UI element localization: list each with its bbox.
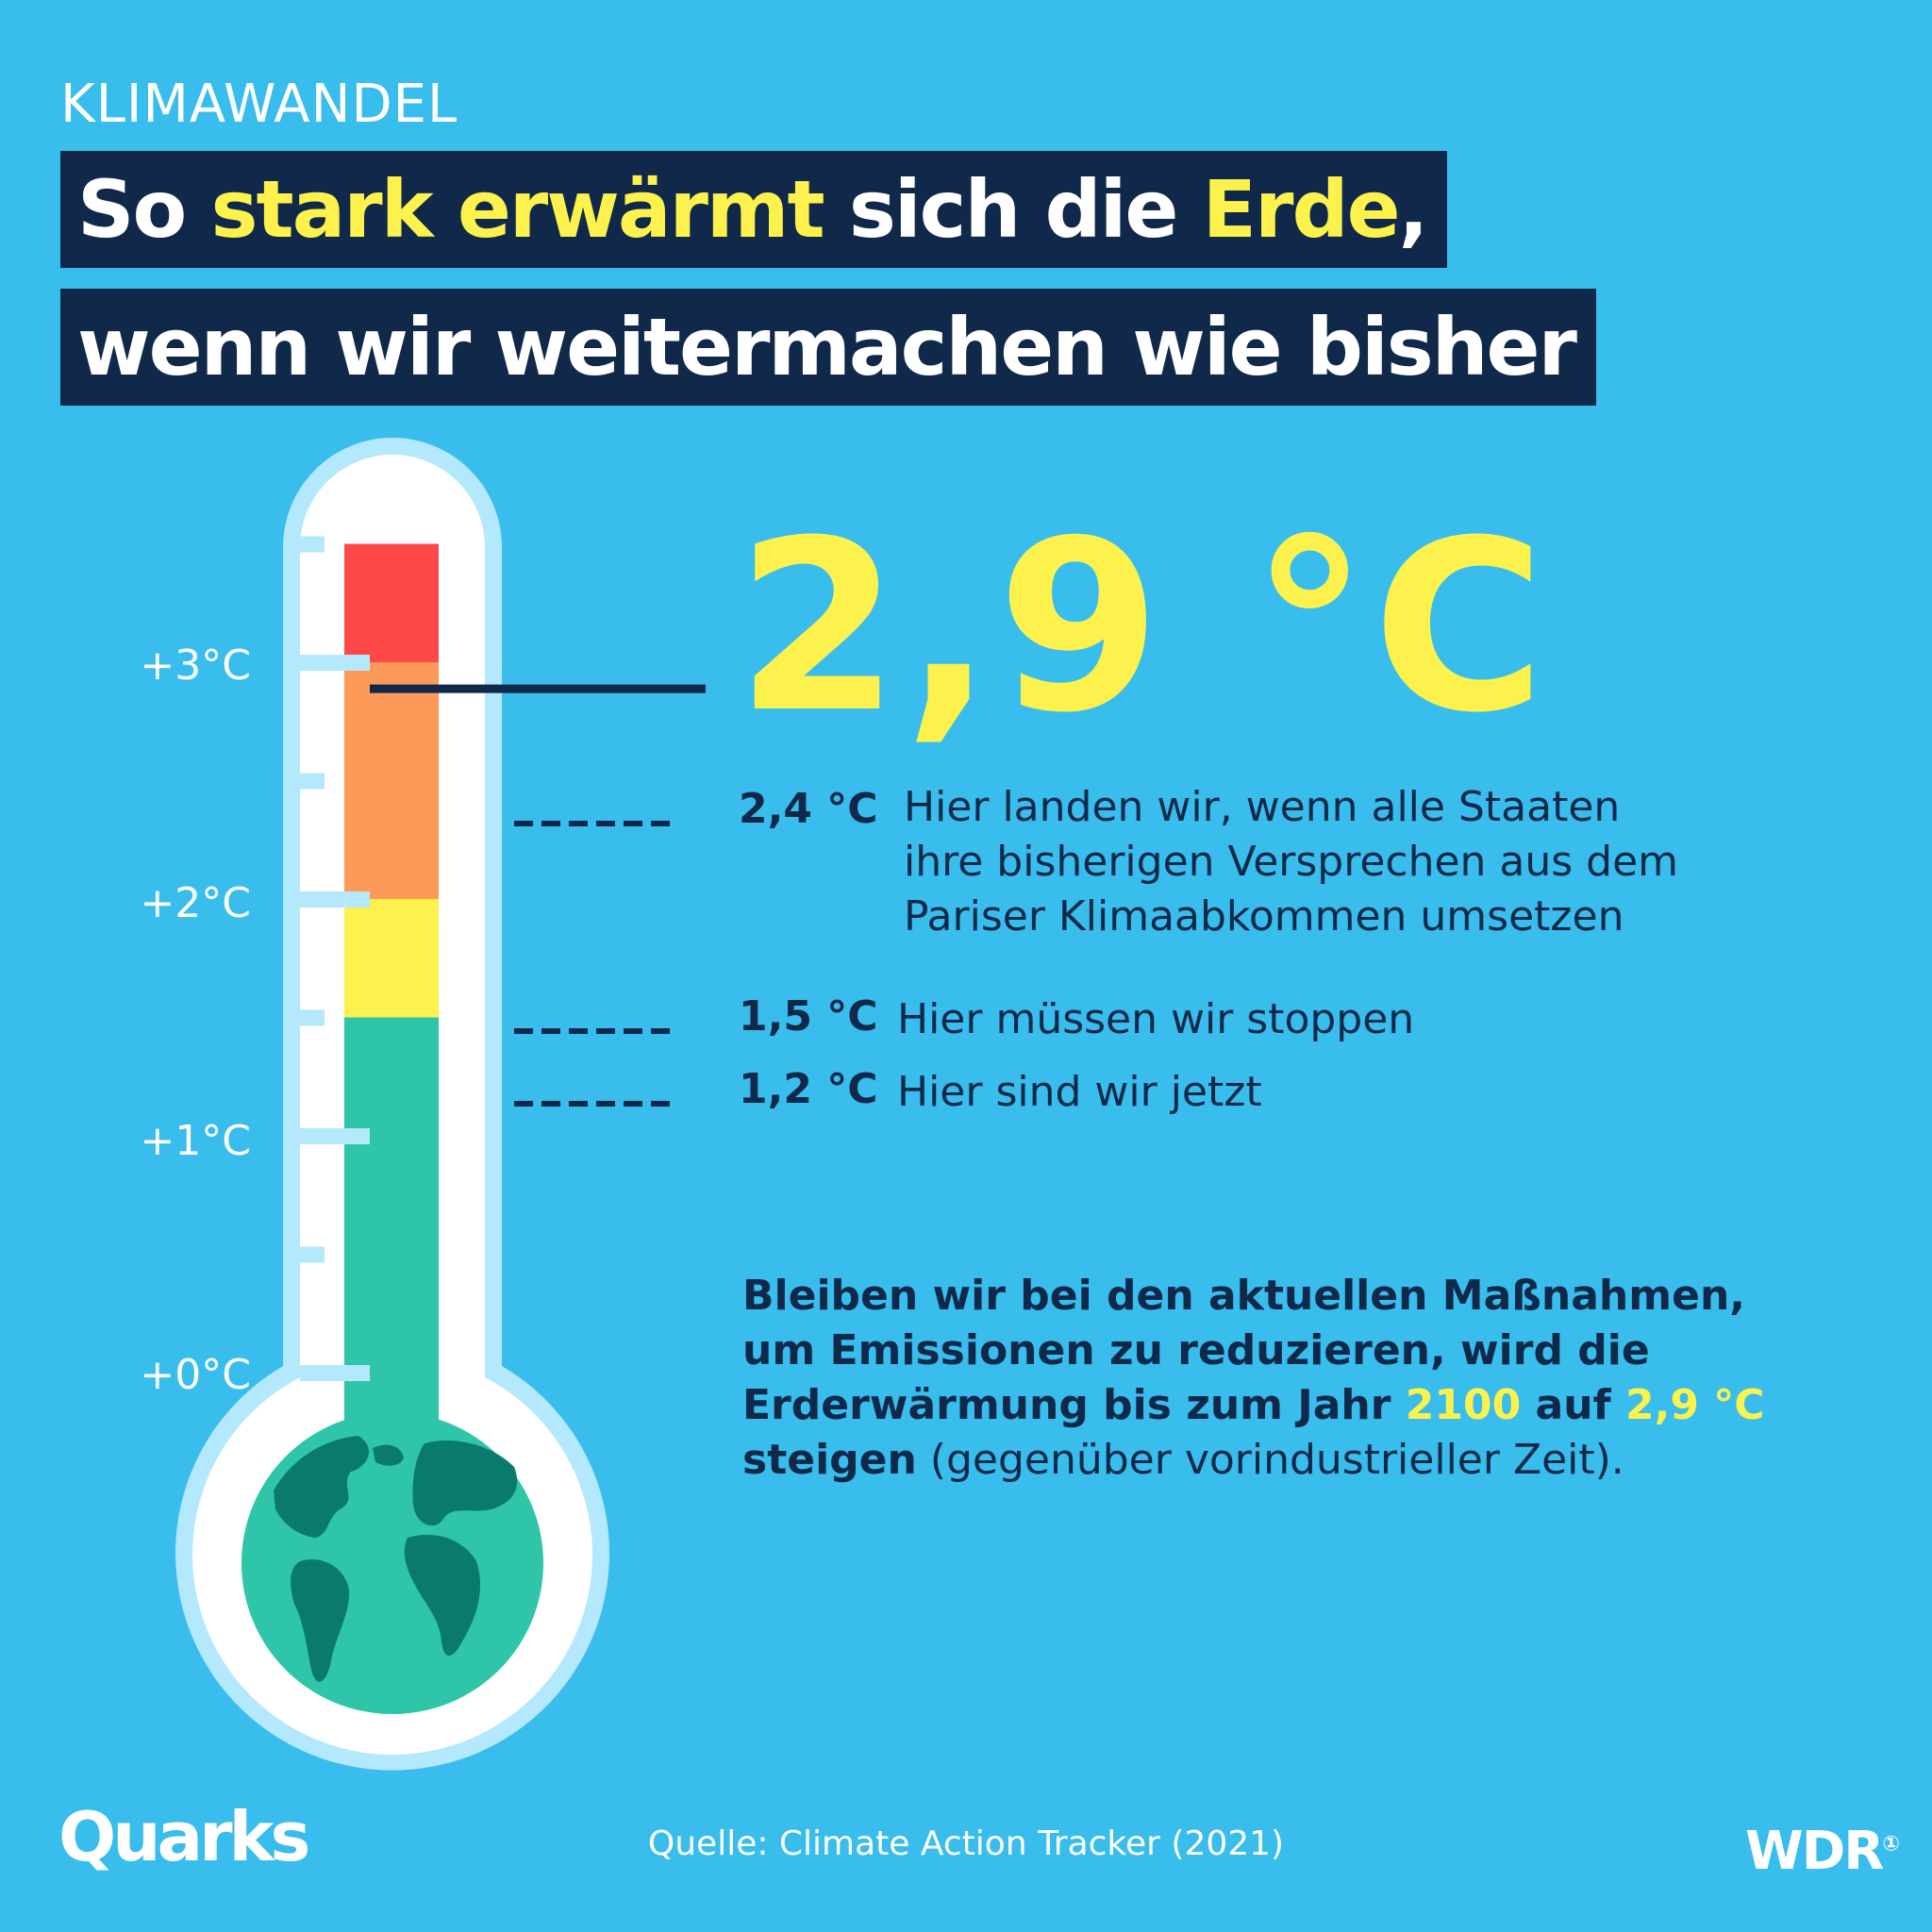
major-tick [300,1365,370,1381]
major-tick [300,1128,370,1144]
dashed-line [514,820,670,826]
highlight-value: 2,9 °C [736,490,1550,764]
marker-text: Hier sind wir jetzt [897,1068,1262,1116]
headline-line-2: wenn wir weitermachen wie bisher [60,289,1596,406]
major-tick [300,655,370,671]
tick-label-0: +0°C [140,1351,251,1399]
wdr-logo: WDR① [1745,1821,1900,1882]
marker-1-5: 1,5 °C Hier müssen wir stoppen [514,992,1414,1043]
headline-line-1: So stark erwärmt sich die Erde, [60,151,1448,268]
marker-1-2: 1,2 °C Hier sind wir jetzt [514,1065,1262,1116]
temperature-band-0 [344,1017,439,1472]
minor-tick [300,773,325,790]
source-note: Quelle: Climate Action Tracker (2021) [647,1824,1285,1863]
marker-2-4: 2,4 °C Hier landen wir, wenn alle Staate… [514,783,1678,941]
earth-globe-icon [242,1412,543,1714]
tick-label-2: +2°C [140,879,251,927]
summary-text: Bleiben wir bei den aktuellen Maßnahmen,… [742,1272,1765,1484]
minor-tick [300,536,325,553]
tick-label-1: +1°C [140,1117,251,1165]
quarks-logo: Quarks [58,1797,310,1876]
marker-value: 1,2 °C [739,1065,878,1113]
marker-value: 2,4 °C [739,785,878,833]
minor-tick [300,1246,325,1263]
minor-tick [300,1009,325,1026]
marker-value: 1,5 °C [739,992,878,1041]
temperature-band-3 [344,543,439,662]
kicker: KLIMAWANDEL [60,74,458,135]
marker-text: Hier müssen wir stoppen [897,995,1415,1043]
major-tick [300,891,370,908]
marker-text: Hier landen wir, wenn alle Staaten ihre … [904,783,1679,941]
tick-label-3: +3°C [140,641,251,690]
dashed-line [514,1100,670,1107]
temperature-band-2 [344,662,439,899]
dashed-line [514,1027,670,1034]
temperature-band-1 [344,899,439,1018]
